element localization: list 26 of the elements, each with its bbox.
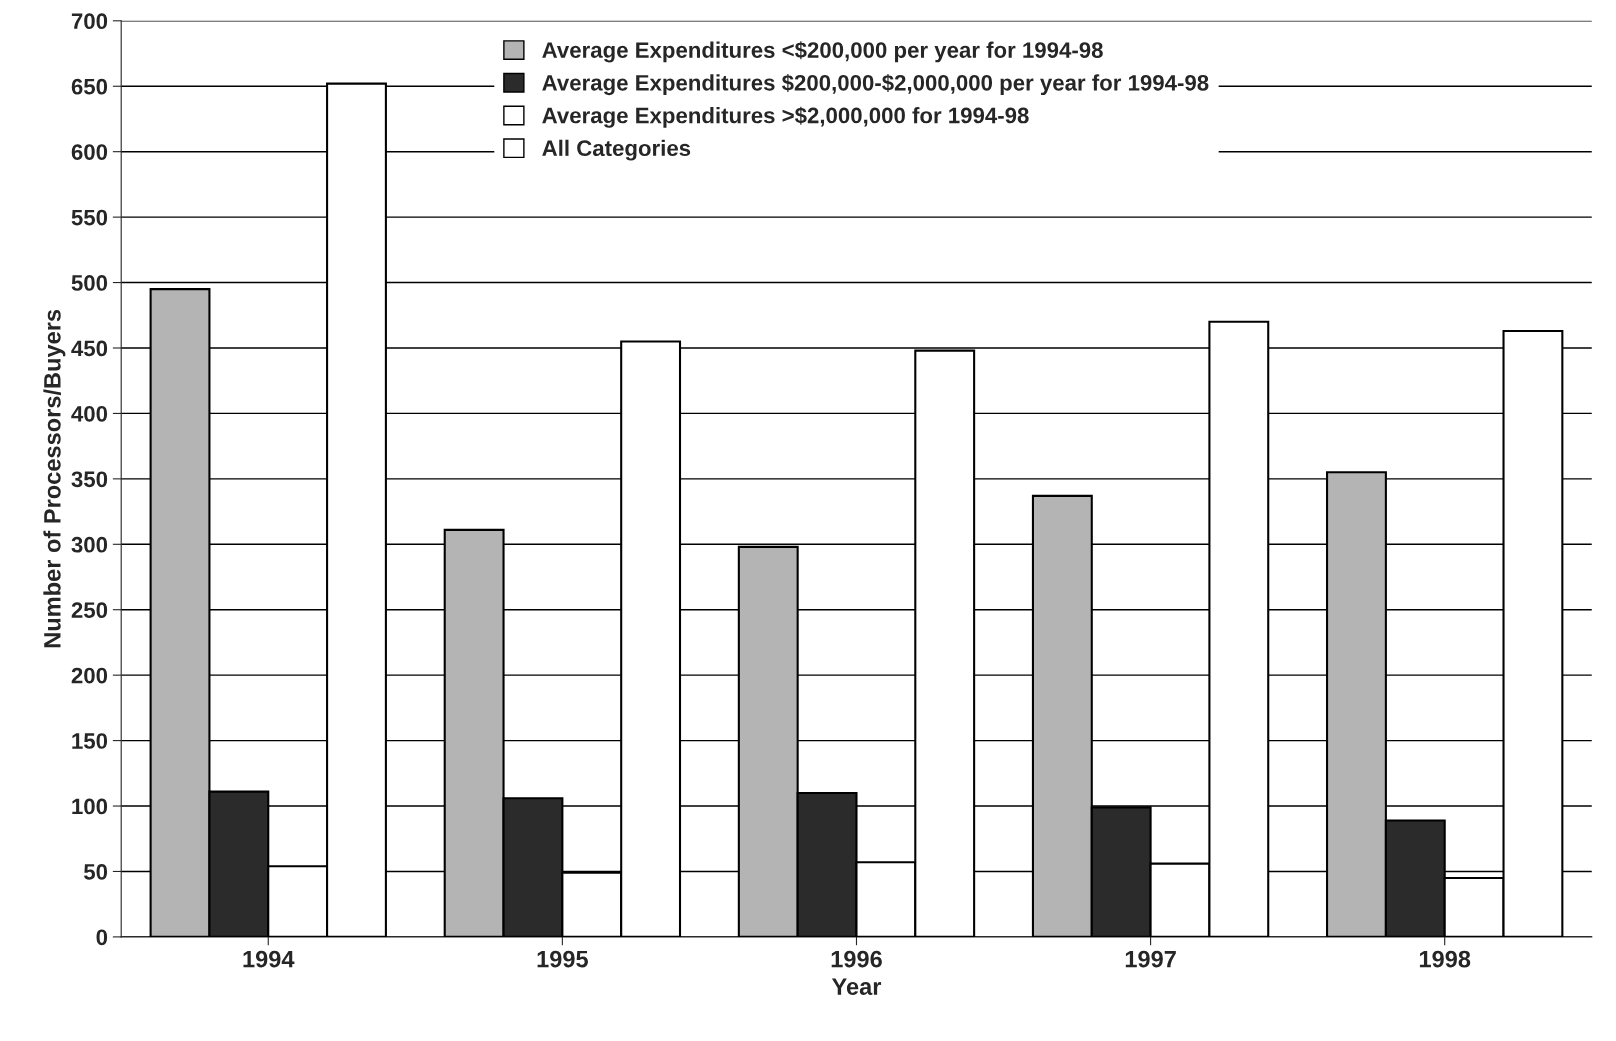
y-axis-title: Number of Processors/Buyers — [43, 309, 66, 648]
y-tick-label: 100 — [72, 798, 108, 815]
y-tick-label: 500 — [71, 275, 108, 291]
y-tick-label: 400 — [71, 405, 108, 422]
y-tick-label: 450 — [71, 340, 108, 357]
x-tick-label: 1996 — [831, 950, 882, 968]
x-tick-label: 1998 — [1419, 950, 1471, 968]
y-tick-label: 200 — [71, 667, 108, 684]
legend-label: Average Expenditures <$200,000 per year for 1994-98 — [542, 41, 1103, 63]
y-tick-label: 350 — [71, 471, 108, 488]
x-tick-label: 1995 — [537, 950, 588, 968]
legend-label: Average Expenditures $200,000-$2,000,000 per year for 1994-98 — [542, 73, 1209, 96]
y-tick-label: 550 — [71, 209, 108, 226]
y-tick-label: 150 — [72, 733, 108, 749]
y-tick-label: 250 — [71, 602, 108, 618]
y-tick-label: 700 — [71, 13, 108, 30]
legend-label: Average Expenditures >$2,000,000 for 1994-98 — [542, 106, 1029, 128]
y-tick-label: 600 — [71, 144, 108, 160]
y-tick-label: 0 — [96, 929, 108, 946]
y-tick-label: 300 — [71, 536, 108, 553]
y-tick-label: 50 — [83, 864, 108, 880]
x-tick-label: 1994 — [243, 950, 295, 968]
x-tick-label: 1997 — [1125, 950, 1176, 968]
y-tick-label: 650 — [71, 78, 108, 95]
x-axis-title: Year — [831, 978, 882, 995]
legend-label: All Categories — [542, 139, 691, 161]
